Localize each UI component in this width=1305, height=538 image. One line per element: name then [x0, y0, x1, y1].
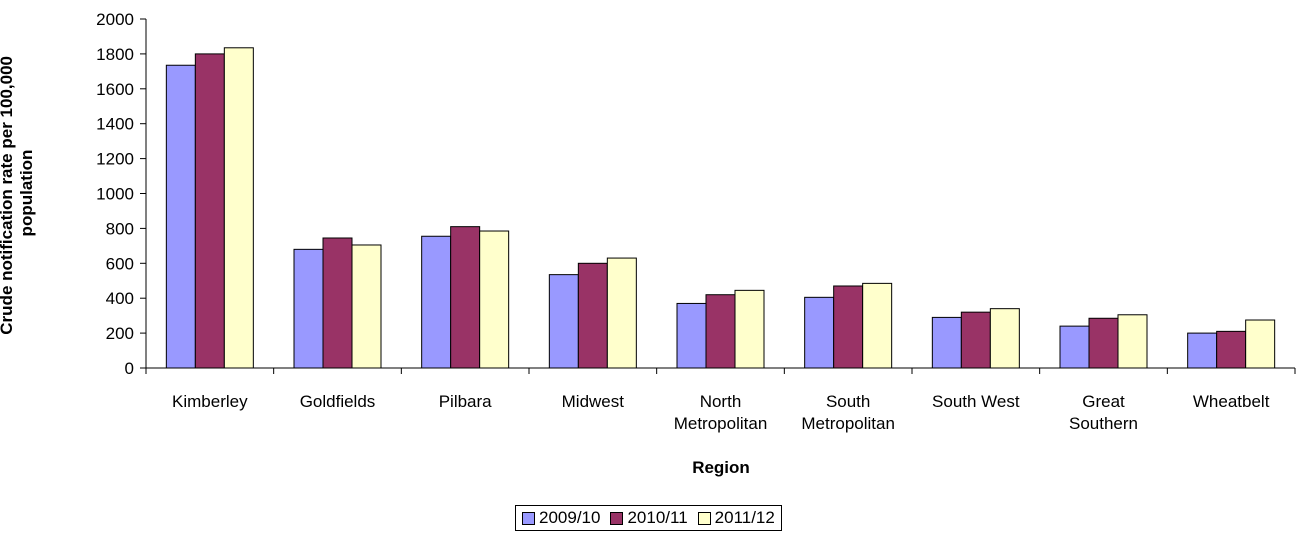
- bar: [293, 248, 324, 369]
- x-tick-label: Midwest: [562, 392, 625, 411]
- bar: [194, 53, 225, 369]
- legend-label: 2011/12: [714, 508, 775, 527]
- bar: [548, 274, 579, 369]
- bar: [223, 47, 254, 369]
- legend-item: 2009/10: [522, 508, 600, 528]
- bar: [1059, 325, 1090, 369]
- bar: [165, 64, 196, 369]
- bar: [1088, 317, 1119, 369]
- bar: [606, 257, 637, 369]
- bar: [676, 302, 707, 369]
- legend-item: 2010/11: [610, 508, 688, 528]
- bar: [1216, 330, 1247, 369]
- bar: [960, 311, 991, 369]
- y-tick-label: 800: [106, 219, 134, 238]
- bar: [450, 226, 481, 369]
- x-tick-label: Goldfields: [300, 392, 376, 411]
- bar: [1117, 314, 1148, 369]
- y-tick-label: 1600: [96, 80, 134, 99]
- bar: [322, 237, 353, 369]
- x-tick-label: South Metropolitan: [801, 392, 895, 433]
- x-tick-label: Wheatbelt: [1193, 392, 1270, 411]
- y-tick-label: 1800: [96, 45, 134, 64]
- bars: [165, 47, 1276, 369]
- bar: [1187, 332, 1218, 369]
- x-axis-title: Region: [692, 458, 750, 477]
- legend-item: 2011/12: [697, 508, 775, 528]
- legend-swatch: [610, 511, 624, 525]
- y-tick-label: 1000: [96, 185, 134, 204]
- legend: 2009/10 2010/11 2011/12: [515, 505, 782, 531]
- bar: [862, 282, 893, 369]
- y-axis: 0 200 400 600 800 1000 1200 1400 1600 1800 2000: [96, 10, 147, 378]
- y-tick-label: 600: [106, 254, 134, 273]
- y-tick-label: 1400: [96, 115, 134, 134]
- x-tick-label: Pilbara: [439, 392, 492, 411]
- y-tick-label: 1200: [96, 150, 134, 169]
- x-axis: Kimberley Goldfields Pilbara Midwest North Me…: [145, 367, 1296, 433]
- x-tick-label: Kimberley: [172, 392, 248, 411]
- x-tick-label: South West: [932, 392, 1020, 411]
- y-tick-label: 0: [125, 359, 134, 378]
- bar: [705, 294, 736, 369]
- legend-swatch: [697, 511, 711, 525]
- y-axis-title: Crude notification rate per 100,000 popu…: [0, 51, 36, 334]
- y-tick-label: 2000: [96, 10, 134, 29]
- bar: [1245, 319, 1276, 369]
- bar: [577, 262, 608, 369]
- legend-label: 2009/10: [539, 508, 601, 527]
- bar: [421, 235, 452, 369]
- bar: [989, 308, 1020, 369]
- bar: [804, 296, 835, 369]
- x-tick-label: Great Southern: [1069, 392, 1138, 433]
- legend-swatch: [522, 511, 535, 525]
- bar: [351, 244, 382, 369]
- bar: [479, 230, 510, 369]
- legend-label: 2010/11: [627, 508, 688, 527]
- bar: [734, 289, 765, 369]
- y-tick-label: 400: [106, 289, 134, 308]
- bar: [833, 285, 864, 369]
- y-tick-label: 200: [106, 324, 134, 343]
- x-tick-label: North Metropolitan: [674, 392, 768, 433]
- bar: [931, 316, 962, 369]
